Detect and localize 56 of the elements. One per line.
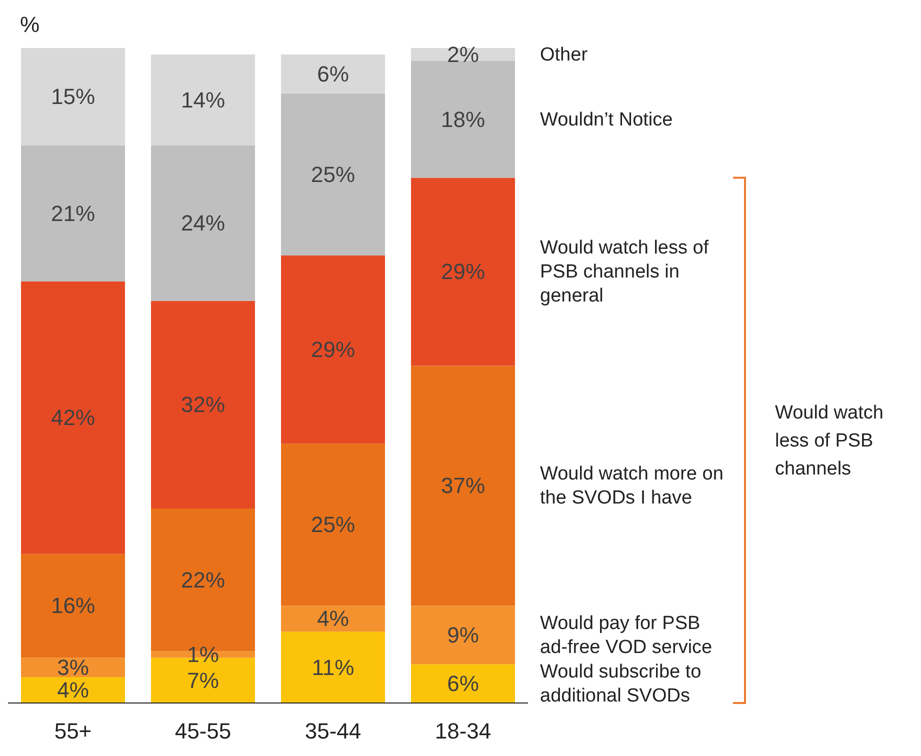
bar	[281, 444, 385, 606]
data-label: 11%	[312, 654, 354, 680]
bar	[151, 54, 255, 146]
data-label: 25%	[310, 512, 356, 538]
data-label: 16%	[50, 593, 96, 618]
data-label: 42%	[50, 405, 96, 430]
data-label: 22%	[180, 567, 226, 592]
bar	[21, 554, 125, 658]
data-label: 14%	[180, 87, 226, 112]
x-tick-label: 45-55	[174, 718, 232, 744]
bar	[411, 60, 515, 178]
bar	[281, 632, 385, 703]
data-label: 29%	[440, 259, 486, 284]
data-label: 1%	[187, 642, 219, 667]
data-label: 18%	[440, 106, 486, 132]
data-label: 32%	[180, 392, 226, 418]
x-tick-label: 35-44	[304, 718, 362, 744]
bar	[21, 677, 125, 703]
bar	[21, 281, 125, 554]
data-label: 6%	[317, 61, 349, 86]
bar	[281, 606, 385, 632]
bar	[411, 178, 515, 366]
series-label: Would subscribe to additional SVODs	[540, 661, 702, 706]
series-label: Would watch more on the SVODs I have	[540, 463, 724, 508]
data-label: 29%	[310, 337, 356, 362]
bar	[281, 54, 385, 94]
bar	[411, 664, 515, 703]
series-label: Would pay for PSB ad-free VOD service	[540, 612, 712, 658]
bar	[281, 256, 385, 444]
data-label: 6%	[447, 671, 479, 696]
data-label: 24%	[180, 210, 226, 236]
x-tick-label: 55+	[54, 718, 92, 744]
data-label: 3%	[57, 654, 89, 680]
bar	[151, 145, 255, 301]
bar	[21, 145, 125, 282]
data-label: 4%	[317, 606, 349, 632]
data-label: 15%	[50, 84, 96, 110]
data-label: 9%	[447, 622, 479, 648]
data-label: 2%	[447, 42, 479, 67]
data-label: 21%	[50, 200, 96, 226]
series-label: Would watch less of PSB channels in general	[540, 237, 710, 306]
bar	[21, 658, 125, 678]
data-label: 25%	[310, 162, 356, 187]
bar	[281, 93, 385, 256]
bar	[151, 300, 255, 508]
series-label: Wouldn’t Notice	[540, 108, 673, 130]
bar	[411, 606, 515, 664]
x-tick-label: 18-34	[434, 718, 492, 744]
bar	[21, 48, 125, 146]
bar	[411, 366, 515, 606]
data-label: 4%	[57, 678, 89, 703]
text: Would watch less of PSB channels	[775, 402, 884, 479]
y-axis-title: %	[20, 12, 40, 38]
series-label: Other	[540, 44, 588, 65]
data-label: 37%	[440, 473, 486, 498]
data-label: 7%	[187, 668, 219, 693]
